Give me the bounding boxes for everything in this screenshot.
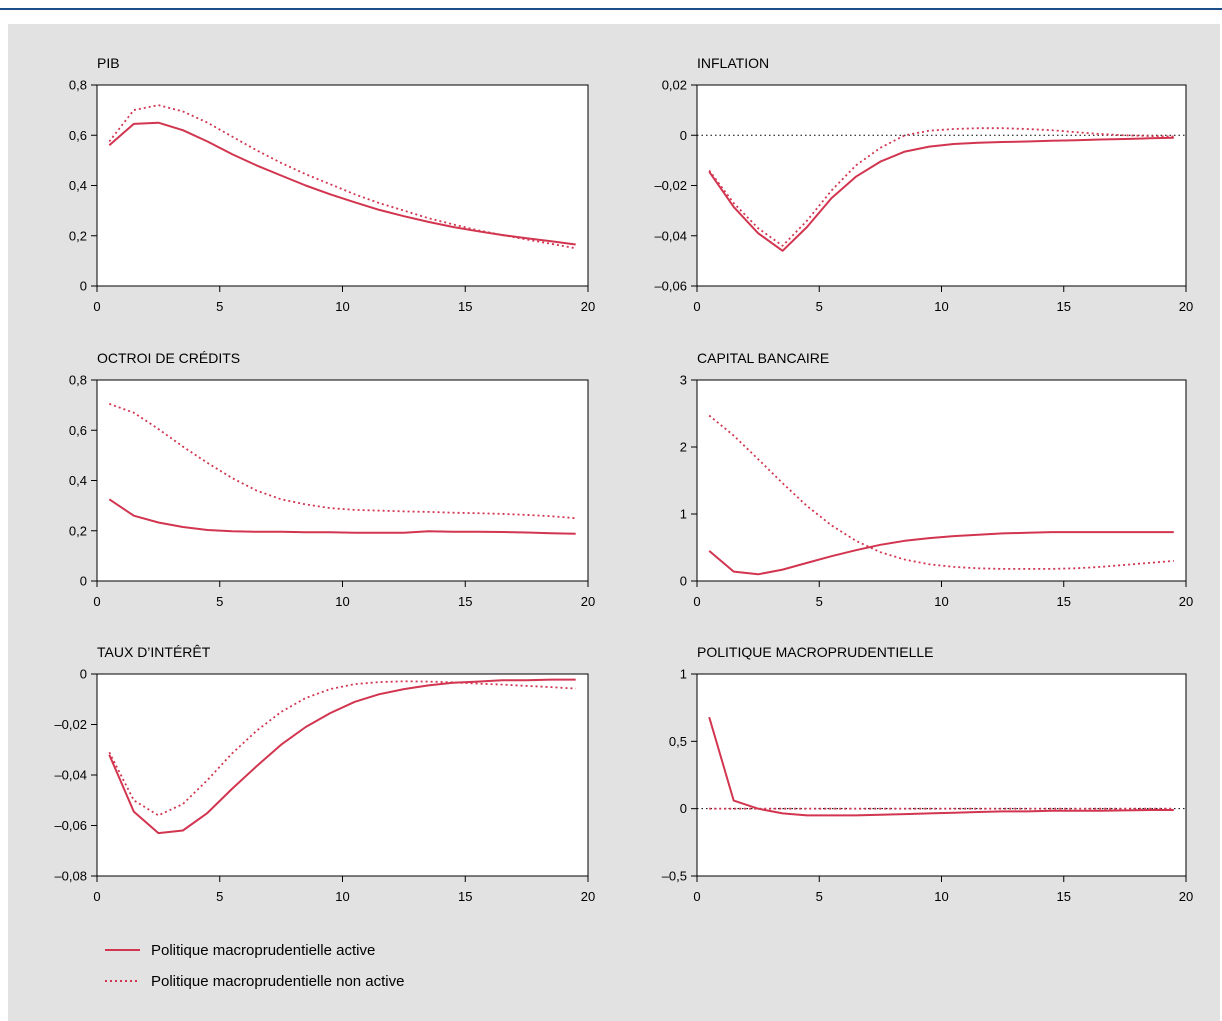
y-tick-label: –0,08 xyxy=(54,869,87,884)
series-line-non-active xyxy=(108,104,576,250)
chart-1: PIB 0 0,2 0,4 0,6 0,8 0 5 10 15 20 xyxy=(69,55,595,314)
y-tick-label: 0 xyxy=(680,801,687,816)
x-tick-label: 10 xyxy=(934,889,948,904)
x-tick-label: 5 xyxy=(816,594,823,609)
x-tick-label: 20 xyxy=(581,299,595,314)
chart-2: INFLATION –0,06 –0,04 –0,02 0 0,02 0 5 10 15 20 xyxy=(654,55,1193,314)
x-tick-label: 15 xyxy=(458,889,472,904)
x-tick-label: 0 xyxy=(693,594,700,609)
y-tick-label: 3 xyxy=(680,373,687,388)
legend-label-active: Politique macroprudentielle active xyxy=(151,942,375,959)
y-tick-label: 0,6 xyxy=(69,128,87,143)
y-tick-label: 0,4 xyxy=(69,178,87,193)
x-tick-label: 10 xyxy=(335,299,349,314)
x-tick-label: 15 xyxy=(1057,889,1071,904)
y-tick-label: –0,02 xyxy=(54,717,87,732)
x-tick-label: 20 xyxy=(581,594,595,609)
x-tick-label: 10 xyxy=(934,299,948,314)
plot-area xyxy=(97,674,588,876)
y-tick-label: 0 xyxy=(80,279,87,294)
x-tick-label: 15 xyxy=(1057,594,1071,609)
y-tick-label: –0,06 xyxy=(54,818,87,833)
y-tick-label: 0,8 xyxy=(69,78,87,93)
chart-title: PIB xyxy=(97,55,120,71)
series-line-active xyxy=(108,678,576,835)
legend: Politique macroprudentielle active Polit… xyxy=(105,942,404,990)
series-line-non-active xyxy=(708,127,1174,247)
chart-title: OCTROI DE CRÉDITS xyxy=(97,350,240,366)
y-tick-label: 1 xyxy=(680,667,687,682)
x-tick-label: 10 xyxy=(934,594,948,609)
plot-area xyxy=(697,85,1186,286)
y-tick-label: 0,02 xyxy=(662,78,687,93)
series-line-non-active xyxy=(108,403,576,520)
chart-3: OCTROI DE CRÉDITS 0 0,2 0,4 0,6 0,8 0 5 10 15 20 xyxy=(69,350,595,609)
plot-area xyxy=(697,380,1186,581)
chart-title: CAPITAL BANCAIRE xyxy=(697,350,829,366)
y-tick-label: 0,2 xyxy=(69,523,87,538)
chart-title: POLITIQUE MACROPRUDENTIELLE xyxy=(697,644,934,660)
y-tick-label: 0,4 xyxy=(69,473,87,488)
y-tick-label: 2 xyxy=(680,440,687,455)
x-tick-label: 20 xyxy=(1179,889,1193,904)
top-rule xyxy=(0,0,1222,10)
x-tick-label: 15 xyxy=(1057,299,1071,314)
legend-label-non-active: Politique macroprudentielle non active xyxy=(151,973,404,990)
y-tick-label: –0,5 xyxy=(662,869,687,884)
y-tick-label: –0,04 xyxy=(654,228,687,243)
x-tick-label: 0 xyxy=(93,299,100,314)
y-tick-label: –0,02 xyxy=(654,178,687,193)
chart-title: INFLATION xyxy=(697,55,769,71)
x-tick-label: 20 xyxy=(1179,299,1193,314)
y-tick-label: 0 xyxy=(680,574,687,589)
y-tick-label: 0,6 xyxy=(69,423,87,438)
x-tick-label: 20 xyxy=(1179,594,1193,609)
plot-area xyxy=(697,674,1186,876)
y-tick-label: –0,06 xyxy=(654,279,687,294)
x-tick-label: 0 xyxy=(93,594,100,609)
series-line-active xyxy=(708,136,1174,252)
chart-4: CAPITAL BANCAIRE 0 1 2 3 0 5 10 15 20 xyxy=(680,350,1193,609)
y-tick-label: 0 xyxy=(80,667,87,682)
y-tick-label: 0 xyxy=(80,574,87,589)
x-tick-label: 0 xyxy=(693,299,700,314)
x-tick-label: 5 xyxy=(216,594,223,609)
series-line-active xyxy=(108,498,576,535)
x-tick-label: 10 xyxy=(335,594,349,609)
plot-area xyxy=(97,380,588,581)
y-tick-label: 1 xyxy=(680,507,687,522)
series-line-active xyxy=(708,531,1174,576)
y-tick-label: 0,5 xyxy=(669,734,687,749)
x-tick-label: 5 xyxy=(216,889,223,904)
plot-area xyxy=(97,85,588,286)
chart-5: TAUX D’INTÉRÊT –0,08 –0,06 –0,04 –0,02 0 0 5 10 1… xyxy=(54,644,595,904)
x-tick-label: 5 xyxy=(816,299,823,314)
chart-6: POLITIQUE MACROPRUDENTIELLE–0,500,510 5 10… xyxy=(662,644,1194,904)
x-tick-label: 0 xyxy=(693,889,700,904)
x-tick-label: 0 xyxy=(93,889,100,904)
x-tick-label: 5 xyxy=(216,299,223,314)
y-tick-label: 0,2 xyxy=(69,228,87,243)
x-tick-label: 15 xyxy=(458,594,472,609)
x-tick-label: 10 xyxy=(335,889,349,904)
y-tick-label: –0,04 xyxy=(54,768,87,783)
series-line-active xyxy=(708,716,1174,817)
series-line-non-active xyxy=(708,414,1174,570)
x-tick-label: 5 xyxy=(816,889,823,904)
y-tick-label: 0 xyxy=(680,128,687,143)
y-tick-label: 0,8 xyxy=(69,373,87,388)
chart-title: TAUX D’INTÉRÊT xyxy=(97,644,211,660)
x-tick-label: 15 xyxy=(458,299,472,314)
series-line-non-active xyxy=(108,680,576,817)
x-tick-label: 20 xyxy=(581,889,595,904)
